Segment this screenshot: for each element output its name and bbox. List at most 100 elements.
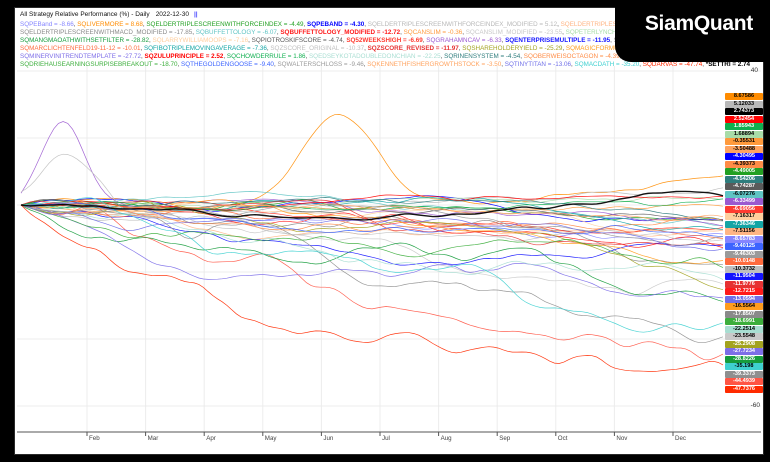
series-line (20, 153, 724, 242)
series-line (20, 204, 724, 251)
last-value-tag: -25.2908 (725, 340, 763, 348)
last-value-tag: -4.74287 (725, 183, 763, 190)
series-line (20, 190, 724, 221)
last-value-tag: 1.85943 (725, 123, 763, 130)
legend-entry: SQZULUPRINCIPLE = 2.52 (144, 52, 224, 60)
legend-separator: , (192, 28, 196, 36)
legend-separator: , (248, 36, 252, 44)
x-axis-month-labels: Feb Mar Apr May Jun Jul Aug Sep Oct Nov Dec (15, 433, 765, 445)
chart-panel: All Strategy Relative Performance (%) - … (14, 7, 765, 456)
legend-entry: SQTHEGOLDENGOOSE = -9.40 (181, 60, 274, 68)
month-label: Mar (147, 435, 159, 442)
series-line (20, 201, 724, 291)
series-line (20, 199, 724, 246)
legend-entry: SQDARVAS = -47.74 (642, 60, 703, 68)
legend-entry: SQ52WEEKSHIGH = -6.69 (346, 36, 423, 44)
legend-separator: , (562, 28, 566, 36)
last-value-tag: -6.07276 (725, 190, 763, 198)
siamquant-logo: SiamQuant (615, 7, 765, 62)
last-value-tag: -9.46303 (725, 250, 763, 258)
chart-date: 2022-12-30 (155, 11, 189, 18)
legend-entry: SQLIVERMORE = 8.68 (77, 21, 143, 28)
cursor-indicator-icon: || (193, 11, 198, 18)
legend-entry: SQGRAHAMNCAV = -6.33 (426, 36, 502, 44)
legend-entry: SQMAGICFORMULA = -16.56 (565, 44, 652, 52)
legend-entry: SQDRIEHAUSEARNINGSURPISEBREAKOUT = -18.7… (20, 60, 178, 68)
series-line (20, 204, 724, 302)
y-axis-max-label: 40 (750, 67, 758, 74)
month-label: Aug (440, 435, 452, 442)
legend-separator: , (149, 36, 153, 44)
last-value-tag: -0.35531 (725, 138, 763, 145)
series-line (20, 204, 724, 299)
legend-entry: SQELDERTRIPLESCREENWITHFORCEINDEX_MODIFI… (367, 21, 558, 28)
legend-entry: SQMARCLICHTENFELD19-11-12 = -10.01 (20, 44, 141, 52)
legend-separator: , (400, 28, 404, 36)
last-value-tag: -4.30495 (725, 153, 763, 160)
series-line (20, 203, 724, 221)
legend-separator: , (142, 21, 147, 28)
last-value-tag: -47.7376 (725, 385, 763, 393)
legend-entry: SQWALTERSCHLOSS = -9.46 (277, 60, 364, 68)
series-line (20, 191, 724, 226)
last-value-tag: -4.39373 (725, 160, 763, 168)
legend-entry: SQTINYTITAN = -13.06 (504, 60, 571, 68)
month-label: Nov (616, 435, 628, 442)
legend-entry: SQELDERTRIPLESCREENWITHFORCEINDEX = -4.4… (146, 21, 304, 28)
legend-entry: SQLARRYWILLIAMOOPS = -7.16 (152, 36, 249, 44)
legend-entry: SQELDERTRIPLESCREENWITHMACD_MODIFIED = -… (20, 28, 193, 36)
last-value-tag: -18.6991 (725, 318, 763, 325)
series-line (20, 204, 724, 372)
series-line (20, 197, 724, 333)
month-label: Jul (382, 435, 390, 442)
performance-chart-canvas[interactable] (15, 8, 765, 456)
month-label: Jun (323, 435, 334, 442)
last-value-tag: -12.7215 (725, 288, 763, 295)
series-line (20, 197, 724, 221)
legend-entry: SQPEBAND = -4.30 (307, 21, 365, 28)
legend-entry: SQPEBand = -8.66 (20, 21, 74, 28)
legend-entry: SQMINERVINITRENDTEMPLATE = -27.72 (20, 52, 142, 60)
legend-separator: , (610, 36, 614, 44)
series-line (20, 114, 724, 211)
legend-entry: SQFIBOTRIPLEMOVINGAVERAGE = -7.36 (143, 44, 267, 52)
legend-entry: SQRINENSYSTEM = -4.54 (444, 52, 521, 60)
last-value-tag: -22.2514 (725, 325, 763, 333)
legend-entry: SQCANSLIM = -0.36 (403, 28, 463, 36)
legend-separator: , (303, 21, 308, 28)
last-value-tag: -6.69056 (725, 205, 763, 213)
legend-separator: , (73, 21, 78, 28)
legend-separator: , (223, 52, 227, 60)
legend-entry: SQCANSLIM_MODIFIED = -23.55 (465, 28, 563, 36)
month-label: Apr (206, 435, 216, 442)
legend-separator: , (562, 44, 566, 52)
legend-separator: , (273, 60, 278, 68)
last-value-tag: -10.3732 (725, 265, 763, 273)
last-value-tag: -6.33499 (725, 198, 763, 205)
legend-separator: , (462, 28, 466, 36)
legend-separator: , (140, 44, 144, 52)
legend-separator: , (342, 36, 347, 44)
last-value-tag: -28.8226 (725, 355, 763, 363)
last-value-tag: 8.67586 (725, 93, 763, 100)
last-value-tag: -16.5564 (725, 303, 763, 310)
last-value-tag: 2.74373 (725, 108, 763, 115)
chart-title-bar: All Strategy Relative Performance (%) - … (20, 11, 198, 18)
last-value-tag: -35.198 (725, 363, 763, 370)
legend-separator: , (305, 52, 309, 60)
legend-separator: , (364, 21, 368, 28)
legend-separator: , (571, 60, 575, 68)
legend-entry: SQBUFFETTOLOGY_MODIFIED = -12.72 (280, 28, 401, 36)
series-line (20, 203, 724, 246)
legend-separator: , (422, 36, 427, 44)
series-line (20, 204, 724, 280)
series-line (20, 204, 724, 268)
legend-entry: SQKENNETHFISHERGROWTHSTOCK = -3.50 (367, 60, 502, 68)
legend-separator: , (141, 52, 145, 60)
last-value-tag: -17.8507 (725, 310, 763, 318)
legend-entry: SQMACDATH = -35.20 (574, 60, 640, 68)
series-line (20, 196, 724, 211)
last-value-tag: -7.51156 (725, 228, 763, 235)
last-value-tag: -7.16317 (725, 213, 763, 220)
